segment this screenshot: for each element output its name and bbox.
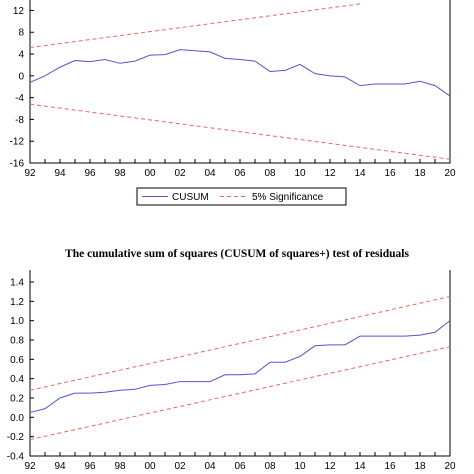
x-tick-label: 00	[144, 461, 156, 472]
x-tick-label: 14	[354, 461, 366, 472]
y-tick-label: 12	[13, 6, 25, 17]
y-tick-label: 1.4	[10, 278, 24, 289]
x-tick-label: 92	[24, 168, 36, 179]
x-tick-label: 18	[414, 168, 426, 179]
legend-label: CUSUM	[172, 192, 209, 203]
x-tick-label: 02	[174, 461, 186, 472]
legend-label: 5% Significance	[252, 192, 324, 203]
significance-line	[30, 346, 450, 441]
x-tick-label: 02	[174, 168, 186, 179]
plot-frame	[29, 0, 451, 164]
y-tick-label: -0.4	[7, 452, 25, 463]
x-tick-label: 08	[264, 168, 276, 179]
x-tick-label: 98	[114, 461, 126, 472]
x-tick-label: 06	[234, 168, 246, 179]
y-tick-label: 0.8	[10, 336, 24, 347]
y-tick-label: -16	[10, 159, 25, 170]
x-tick-label: 16	[384, 168, 396, 179]
x-tick-label: 12	[324, 461, 336, 472]
y-tick-label: 1.2	[10, 297, 24, 308]
x-tick-label: 10	[294, 461, 306, 472]
x-tick-label: 08	[264, 461, 276, 472]
y-tick-label: 0	[18, 71, 24, 82]
x-tick-label: 18	[414, 461, 426, 472]
x-tick-label: 98	[114, 168, 126, 179]
series-line	[30, 320, 450, 413]
significance-line	[30, 3, 361, 48]
x-tick-label: 96	[84, 461, 96, 472]
y-tick-label: -8	[15, 115, 24, 126]
x-tick-label: 06	[234, 461, 246, 472]
significance-line	[30, 296, 450, 391]
y-tick-label: 0.2	[10, 394, 24, 405]
x-tick-label: 16	[384, 461, 396, 472]
x-tick-label: 20	[444, 168, 456, 179]
series-line	[30, 49, 450, 97]
y-tick-label: 0.4	[10, 374, 24, 385]
x-tick-label: 20	[444, 461, 456, 472]
x-tick-label: 92	[24, 461, 36, 472]
y-tick-label: 8	[18, 28, 24, 39]
y-tick-label: 0.6	[10, 355, 24, 366]
y-tick-label: -12	[10, 137, 25, 148]
y-tick-label: 4	[18, 50, 24, 61]
x-tick-label: 96	[84, 168, 96, 179]
x-tick-label: 04	[204, 461, 216, 472]
y-tick-label: -4	[15, 93, 24, 104]
plot-frame	[29, 270, 451, 457]
x-tick-label: 10	[294, 168, 306, 179]
x-tick-label: 12	[324, 168, 336, 179]
x-tick-label: 94	[54, 168, 66, 179]
x-tick-label: 94	[54, 461, 66, 472]
x-tick-label: 14	[354, 168, 366, 179]
cusum-squares-chart: 1.4 1.2 1.0 0.8 0.6 0.4 0.2 0.0 -0.2 -0.492 94 96 98…	[7, 270, 456, 472]
significance-line	[30, 103, 450, 160]
x-tick-label: 00	[144, 168, 156, 179]
y-tick-label: -0.2	[7, 432, 25, 443]
x-tick-label: 04	[204, 168, 216, 179]
y-tick-label: 0.0	[10, 413, 24, 424]
y-tick-label: 1.0	[10, 316, 24, 327]
chart-title: The cumulative sum of squares (CUSUM of …	[65, 248, 409, 260]
